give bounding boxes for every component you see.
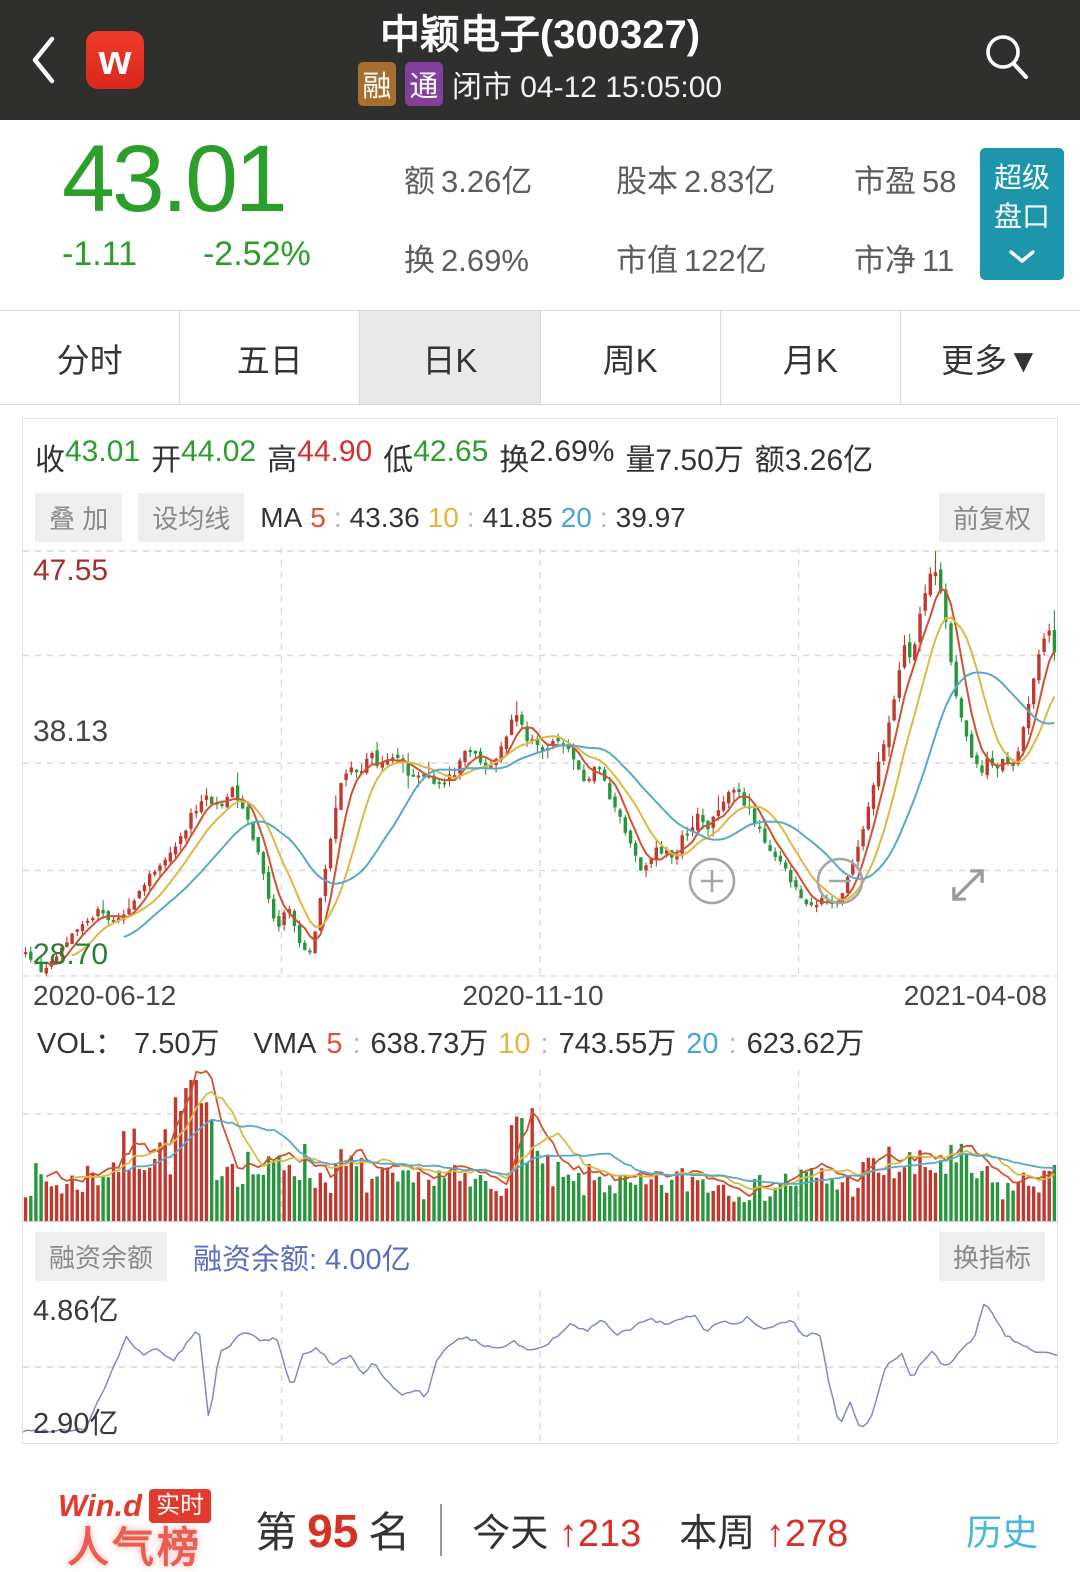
ohlc-amount: 3.26亿 xyxy=(784,444,874,477)
date-mid: 2020-11-10 xyxy=(462,980,604,1011)
vma10-value: 743.55万 xyxy=(558,1028,677,1060)
app-header: w 中颖电子(300327) 融 通 闭市 04-12 15:05:00 xyxy=(0,0,1080,120)
search-icon xyxy=(986,35,1028,79)
status-row: 融 通 闭市 04-12 15:05:00 xyxy=(357,61,723,106)
up-arrow-icon: ↑ xyxy=(765,1513,785,1556)
stat-capital: 股本 2.83亿 xyxy=(616,164,776,199)
realtime-badge: 实时 xyxy=(149,1489,212,1523)
super-level2-button[interactable]: 超级 盘口 xyxy=(980,148,1064,280)
margin-balance-value: 融资余额: 4.00亿 xyxy=(193,1243,411,1276)
footer-divider xyxy=(440,1503,443,1556)
stat-pb: 市净 11 xyxy=(854,243,955,278)
popularity-footer: Win.d 实时 人气榜 第 95 名 今天 ↑213 本周 ↑278 历史 xyxy=(0,1444,1080,1572)
margin-y-min: 2.90亿 xyxy=(33,1408,119,1440)
forward-adjust-button[interactable]: 前复权 xyxy=(938,493,1045,542)
rank-change-week: 本周 ↑278 xyxy=(679,1513,849,1556)
overlay-button[interactable]: 叠 加 xyxy=(35,493,123,542)
tab-weekly-k[interactable]: 周K xyxy=(541,311,721,404)
last-price: 43.01 xyxy=(62,126,288,232)
kline-chart[interactable]: 47.55 38.13 28.70 xyxy=(23,548,1057,978)
price-block: 43.01 -1.11 -2.52% xyxy=(62,120,362,310)
date-right: 2021-04-08 xyxy=(903,980,1047,1011)
set-ma-button[interactable]: 设均线 xyxy=(138,493,245,542)
ma5-value: 43.36 xyxy=(349,501,420,533)
history-link[interactable]: 历史 xyxy=(965,1511,1038,1553)
price-change: -1.11 xyxy=(62,234,137,273)
kline-y-mid: 38.13 xyxy=(33,715,109,748)
tab-daily-k[interactable]: 日K xyxy=(360,311,541,404)
tab-more[interactable]: 更多▼ xyxy=(941,341,1040,379)
volume-info-row: VOL： 7.50万 VMA 5:638.73万 10:743.55万 20:62… xyxy=(23,1016,1057,1070)
margin-canvas xyxy=(23,1291,1057,1443)
indicator-header: 融资余额 融资余额: 4.00亿 换指标 xyxy=(23,1222,1057,1291)
ma-toolbar: 叠 加 设均线 MA 5:43.36 10:41.85 20:39.97 前复权 xyxy=(23,483,1057,548)
connect-eligible-badge: 通 xyxy=(404,61,443,106)
rank-change-today: 今天 ↑213 xyxy=(472,1513,642,1556)
zoom-out-icon xyxy=(816,857,864,905)
fullscreen-button[interactable] xyxy=(943,860,993,910)
up-arrow-icon: ↑ xyxy=(558,1513,578,1556)
stock-title: 中颖电子(300327) xyxy=(379,12,701,57)
ma20-value: 39.97 xyxy=(615,501,686,533)
ohlc-info-row: 收 43.01 开 44.02 高 44.90 低 42.65 换 2.69% 量 7.50… xyxy=(35,435,874,477)
ohlc-turnover: 2.69% xyxy=(529,435,615,468)
zoom-in-button[interactable] xyxy=(687,856,737,906)
switch-indicator-button[interactable]: 换指标 xyxy=(938,1232,1045,1281)
search-button[interactable] xyxy=(976,26,1038,88)
ohlc-high: 44.90 xyxy=(297,435,373,468)
popularity-rank: 第 95 名 xyxy=(255,1505,411,1558)
zoom-out-button[interactable] xyxy=(815,856,865,906)
margin-eligible-badge: 融 xyxy=(357,61,396,106)
margin-balance-chart[interactable]: 4.86亿 2.90亿 xyxy=(23,1291,1057,1443)
header-title-block: 中颖电子(300327) 融 通 闭市 04-12 15:05:00 xyxy=(120,0,960,120)
chevron-down-icon xyxy=(1009,250,1035,264)
vma20-value: 623.62万 xyxy=(746,1028,865,1060)
tab-five-day[interactable]: 五日 xyxy=(180,311,361,404)
expand-icon xyxy=(952,869,984,901)
kline-canvas xyxy=(23,548,1057,978)
market-status: 闭市 04-12 15:05:00 xyxy=(451,70,723,104)
kline-date-axis: 2020-06-12 2020-11-10 2021-04-08 xyxy=(23,978,1057,1016)
wind-logo: w xyxy=(86,31,144,89)
zoom-in-icon xyxy=(688,857,736,905)
kline-y-min: 28.70 xyxy=(33,938,109,971)
ohlc-volume: 7.50万 xyxy=(655,444,744,477)
chart-card: 收 43.01 开 44.02 高 44.90 低 42.65 换 2.69% 量 7.50… xyxy=(22,418,1058,1444)
ohlc-low: 42.65 xyxy=(413,435,489,468)
quote-section: 43.01 -1.11 -2.52% 额 3.26亿 股本 2.83亿 市盈 58 换… xyxy=(0,120,1080,310)
period-tabs: 分时 五日 日K 周K 月K 更多▼ xyxy=(0,310,1080,405)
rank-number: 95 xyxy=(307,1505,359,1558)
vma5-value: 638.73万 xyxy=(370,1028,489,1060)
vol-value: 7.50万 xyxy=(134,1028,220,1060)
volume-canvas xyxy=(23,1070,1057,1221)
tab-monthly-k[interactable]: 月K xyxy=(721,311,901,404)
ohlc-open: 44.02 xyxy=(181,435,257,468)
date-left: 2020-06-12 xyxy=(33,980,177,1011)
stat-amount: 额 3.26亿 xyxy=(404,164,533,199)
margin-y-max: 4.86亿 xyxy=(33,1295,119,1327)
stat-mktcap: 市值 122亿 xyxy=(616,243,767,278)
kline-y-max: 47.55 xyxy=(33,554,109,587)
margin-balance-tab[interactable]: 融资余额 xyxy=(35,1232,168,1281)
ma10-value: 41.85 xyxy=(482,501,553,533)
volume-chart[interactable] xyxy=(23,1070,1057,1222)
back-button[interactable] xyxy=(0,0,86,120)
stat-turnover: 换 2.69% xyxy=(404,243,529,278)
wind-popularity-logo: Win.d 实时 人气榜 xyxy=(58,1488,212,1572)
tab-minute[interactable]: 分时 xyxy=(0,311,181,404)
ma-values: MA 5:43.36 10:41.85 20:39.97 xyxy=(260,501,686,533)
quote-stats: 额 3.26亿 股本 2.83亿 市盈 58 换 2.69% 市值 122亿 市净 11 xyxy=(404,120,1024,310)
stat-pe: 市盈 58 xyxy=(854,164,957,199)
price-change-pct: -2.52% xyxy=(202,234,311,273)
ohlc-close: 43.01 xyxy=(65,435,141,468)
back-chevron-icon xyxy=(32,36,55,84)
